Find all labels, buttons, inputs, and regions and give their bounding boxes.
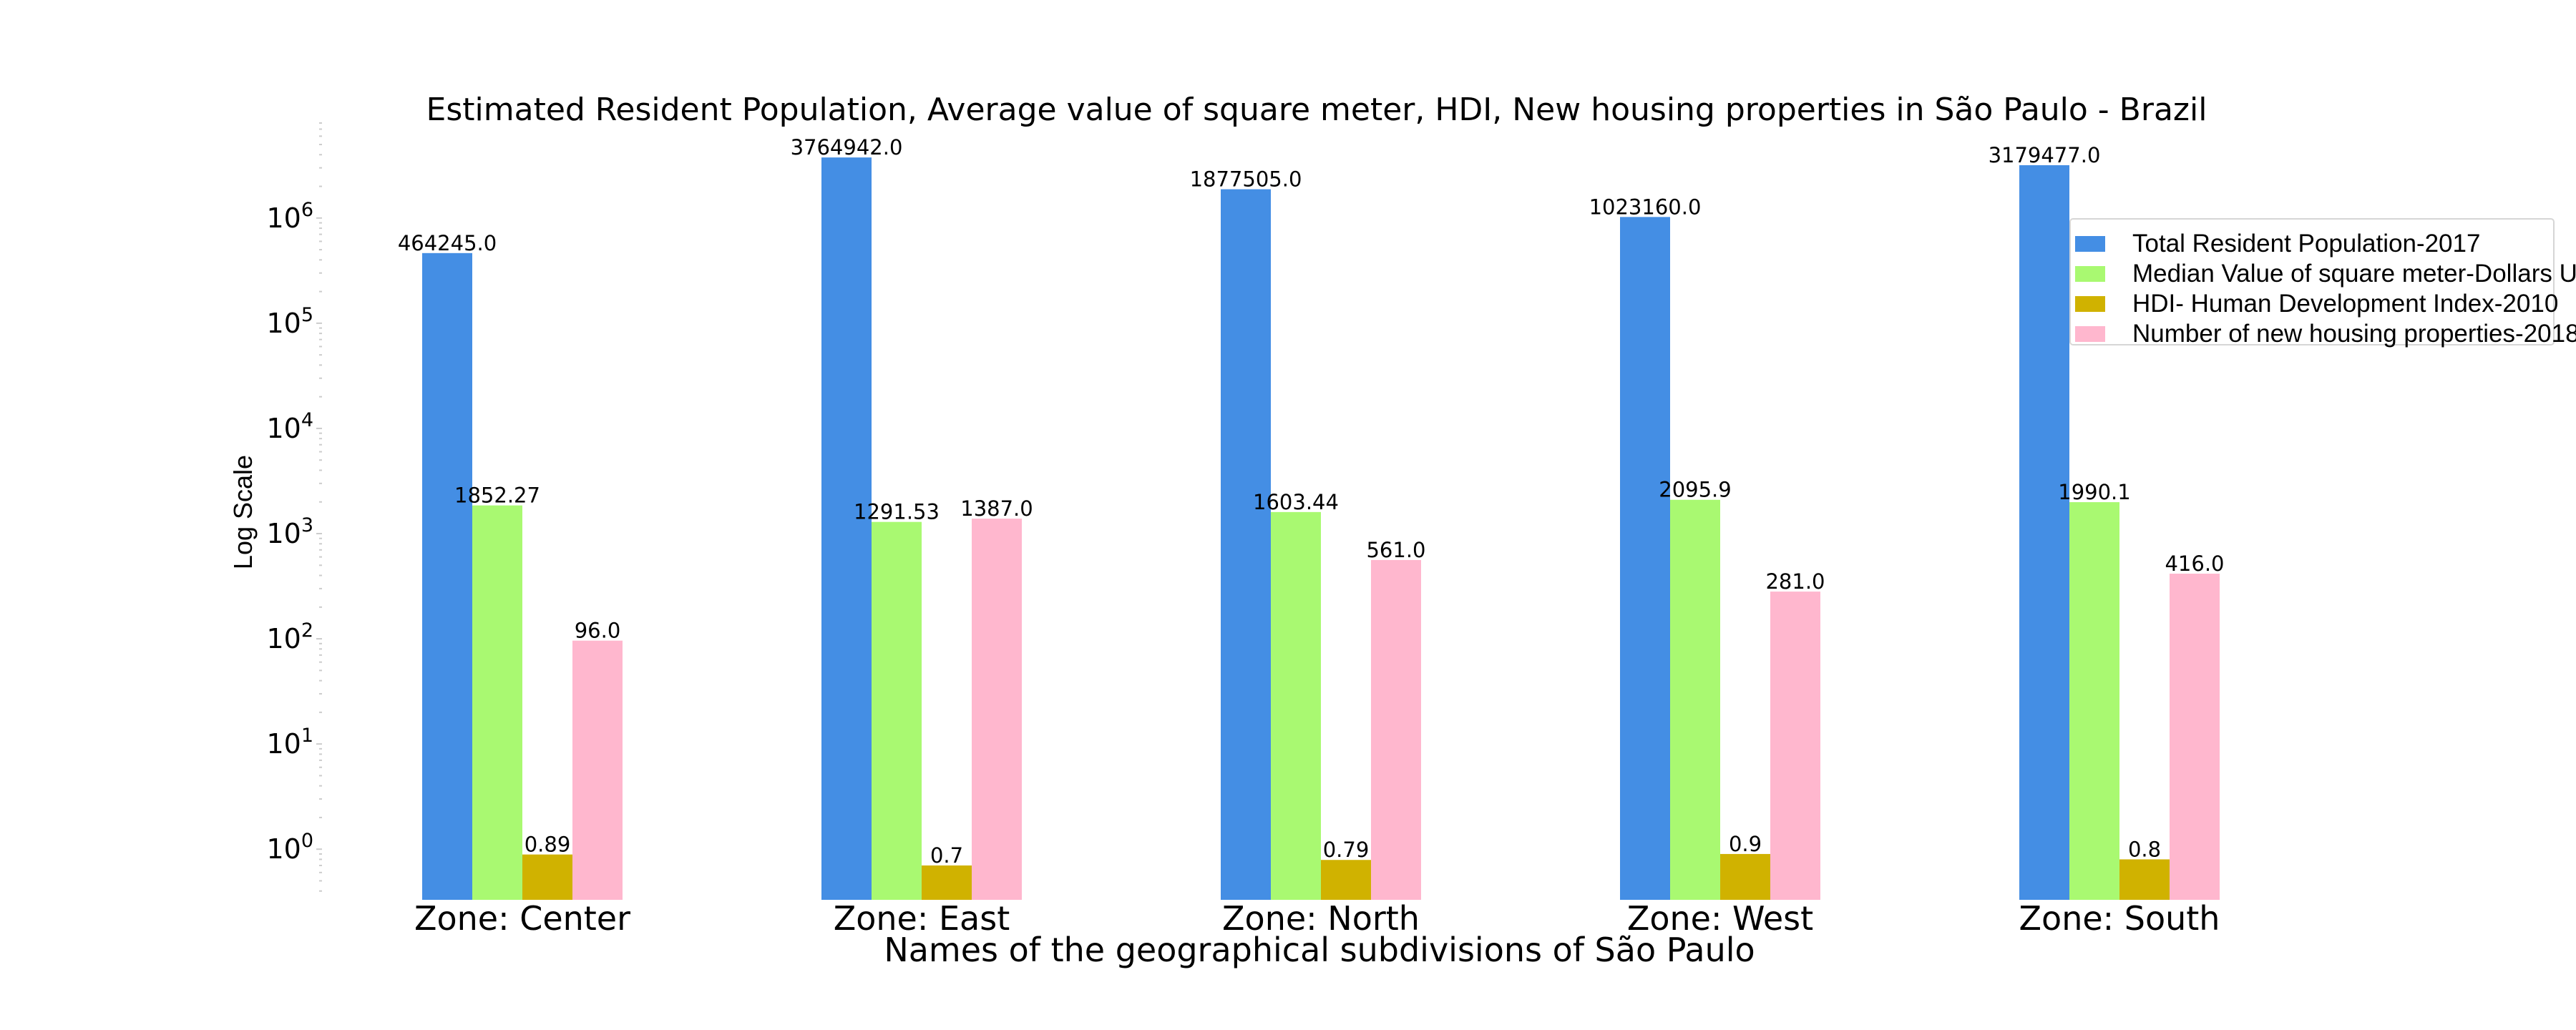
data-label: 416.0 bbox=[2165, 551, 2224, 576]
bar bbox=[1221, 189, 1271, 900]
bar bbox=[872, 521, 922, 900]
bar bbox=[2019, 165, 2069, 900]
bar bbox=[1371, 559, 1421, 900]
data-label: 0.89 bbox=[525, 833, 571, 857]
y-tick-base: 10 bbox=[266, 833, 301, 865]
bar bbox=[1770, 592, 1820, 900]
data-label: 0.9 bbox=[1729, 832, 1762, 856]
y-tick-label: 104 bbox=[266, 409, 313, 444]
y-tick-base: 10 bbox=[266, 518, 301, 549]
data-label: 1990.1 bbox=[2058, 480, 2130, 504]
y-tick-label: 105 bbox=[266, 304, 313, 339]
bar bbox=[522, 854, 572, 900]
legend-box bbox=[2069, 218, 2555, 345]
y-tick-exponent: 0 bbox=[301, 830, 313, 852]
y-tick-exponent: 6 bbox=[301, 199, 313, 221]
data-label: 3179477.0 bbox=[1989, 143, 2101, 167]
legend-label: Number of new housing properties-2018 bbox=[2132, 320, 2576, 348]
legend-swatch bbox=[2075, 266, 2105, 282]
legend-label: Median Value of square meter-Dollars US bbox=[2132, 260, 2576, 288]
data-label: 0.7 bbox=[930, 843, 963, 868]
x-tick-label: Zone: North bbox=[1222, 899, 1420, 938]
y-tick-label: 101 bbox=[266, 725, 313, 760]
y-tick-exponent: 1 bbox=[301, 725, 313, 747]
data-label: 281.0 bbox=[1765, 569, 1825, 594]
bar bbox=[1321, 860, 1371, 900]
bar bbox=[972, 519, 1022, 900]
legend-swatch bbox=[2075, 326, 2105, 342]
bar bbox=[2069, 502, 2119, 900]
x-axis: Zone: Center Zone: East Zone: North Zone: W… bbox=[414, 899, 2220, 938]
legend-swatch bbox=[2075, 296, 2105, 312]
bar bbox=[572, 640, 623, 900]
bar bbox=[821, 157, 872, 901]
bars: 464245.0 1852.27 0.89 96.0 3764942.0 1291.53 0… bbox=[398, 135, 2225, 901]
data-label: 464245.0 bbox=[398, 231, 497, 255]
y-tick-label: 102 bbox=[266, 619, 313, 654]
legend-swatch bbox=[2075, 236, 2105, 252]
data-label: 1387.0 bbox=[960, 496, 1033, 521]
data-label: 1852.27 bbox=[454, 484, 540, 508]
y-tick-exponent: 5 bbox=[301, 304, 313, 326]
bar bbox=[922, 865, 972, 900]
data-label: 96.0 bbox=[575, 619, 621, 643]
bar bbox=[422, 252, 472, 900]
x-tick-label: Zone: West bbox=[1627, 899, 1813, 938]
x-tick-label: Zone: Center bbox=[414, 899, 630, 938]
y-tick-exponent: 2 bbox=[301, 619, 313, 642]
y-tick-base: 10 bbox=[266, 202, 301, 234]
chart-title: Estimated Resident Population, Average v… bbox=[426, 92, 2207, 128]
y-tick-exponent: 3 bbox=[301, 514, 313, 536]
data-label: 561.0 bbox=[1366, 538, 1425, 562]
y-tick-label: 100 bbox=[266, 830, 313, 865]
y-tick-label: 103 bbox=[266, 514, 313, 549]
y-tick-base: 10 bbox=[266, 623, 301, 654]
data-label: 0.8 bbox=[2128, 837, 2161, 861]
bar bbox=[1720, 853, 1770, 900]
x-tick-label: Zone: East bbox=[834, 899, 1010, 938]
legend-label: HDI- Human Development Index-2010 bbox=[2132, 290, 2558, 318]
y-axis-label: Log Scale bbox=[228, 455, 258, 569]
data-label: 1603.44 bbox=[1253, 490, 1339, 514]
y-tick-base: 10 bbox=[266, 413, 301, 444]
bar bbox=[1271, 511, 1321, 900]
data-label: 1877505.0 bbox=[1190, 167, 1302, 192]
y-tick-base: 10 bbox=[266, 728, 301, 760]
data-label: 2095.9 bbox=[1659, 478, 1731, 502]
data-label: 0.79 bbox=[1323, 838, 1370, 862]
bar bbox=[472, 505, 522, 900]
bar bbox=[1620, 217, 1670, 900]
data-label: 1023160.0 bbox=[1589, 195, 1702, 219]
bar bbox=[2170, 574, 2220, 900]
x-axis-label: Names of the geographical subdivisions o… bbox=[884, 931, 1755, 969]
x-tick-label: Zone: South bbox=[2019, 899, 2220, 938]
y-tick-exponent: 4 bbox=[301, 409, 313, 431]
data-label: 1291.53 bbox=[854, 500, 940, 524]
y-tick-base: 10 bbox=[266, 308, 301, 339]
bar bbox=[2119, 859, 2170, 900]
y-tick-label: 106 bbox=[266, 199, 313, 234]
data-label: 3764942.0 bbox=[791, 135, 903, 160]
bar bbox=[1670, 499, 1720, 900]
legend-label: Total Resident Population-2017 bbox=[2132, 230, 2480, 258]
